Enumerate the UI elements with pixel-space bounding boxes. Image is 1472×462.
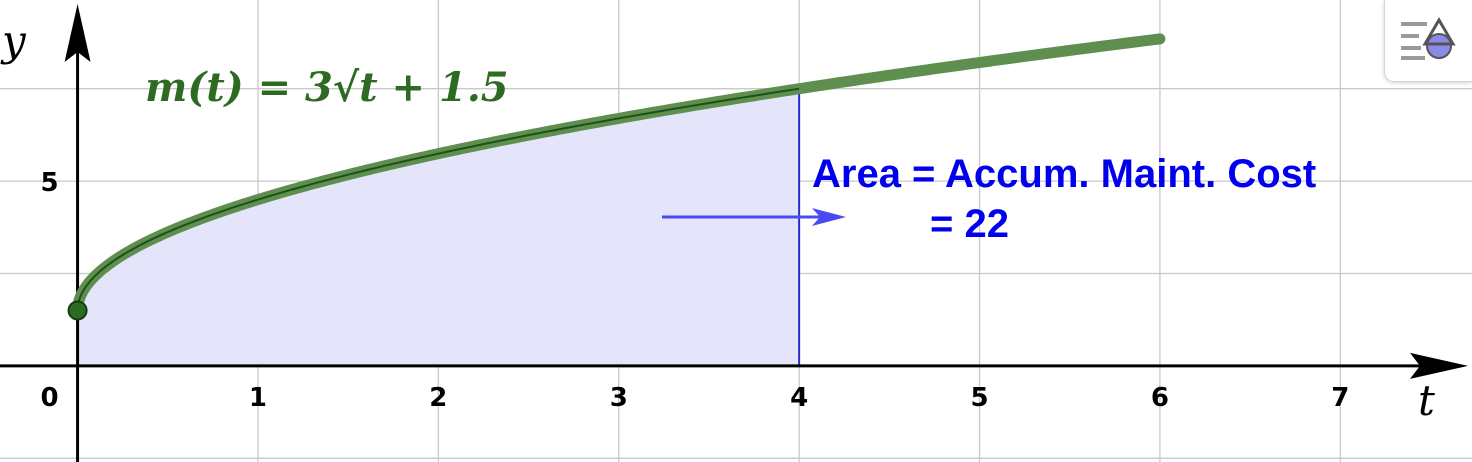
x-tick-label: 1 (249, 383, 267, 413)
x-tick-label: 3 (610, 383, 628, 413)
x-axis-label: t (1418, 376, 1435, 425)
x-tick-label: 5 (970, 383, 988, 413)
start-point[interactable] (67, 300, 88, 321)
x-tick-label: 4 (790, 383, 808, 413)
function-curve[interactable] (67, 33, 1166, 321)
curve-upper-boundary (76, 87, 800, 311)
area-annotation-line1[interactable]: Area = Accum. Maint. Cost (812, 152, 1316, 196)
x-tick-label: 6 (1151, 383, 1169, 413)
arrow-head (812, 208, 846, 226)
y-tick-label: 5 (41, 168, 59, 198)
x-tick-label: 0 (41, 383, 59, 413)
function-formula[interactable]: m(t) = 3√t + 1.5 (145, 64, 509, 111)
x-axis-arrowhead (1410, 352, 1468, 379)
axes (0, 4, 1468, 462)
annotation-arrow[interactable] (662, 208, 846, 226)
y-axis-label: y (0, 16, 27, 65)
y-axis-arrowhead (64, 4, 91, 62)
style-bar-icon (1401, 17, 1456, 60)
x-tick-label: 7 (1331, 383, 1349, 413)
x-tick-label: 2 (429, 383, 447, 413)
area-annotation-line2[interactable]: = 22 (930, 202, 1009, 246)
tick-labels: 0 1 2 3 4 5 6 7 5 (41, 168, 1350, 413)
style-bar-button[interactable] (1384, 0, 1472, 82)
